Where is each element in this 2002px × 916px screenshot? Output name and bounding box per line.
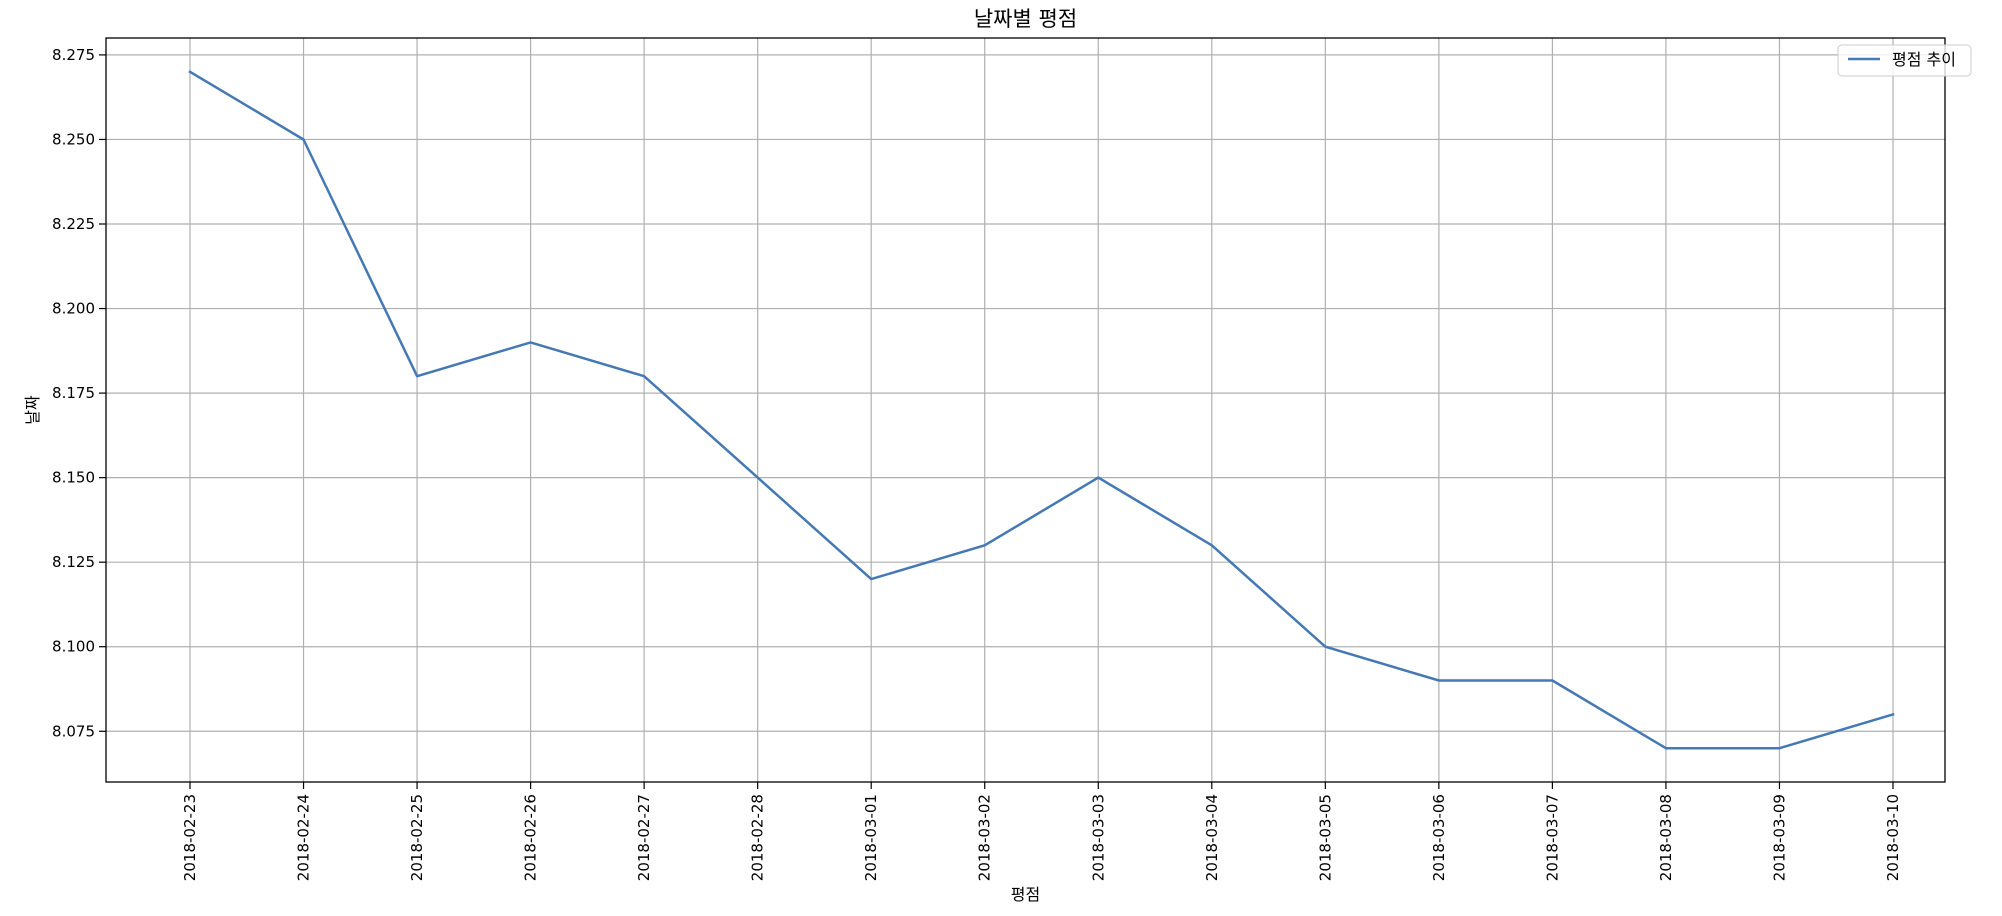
x-tick-label: 2018-02-23 [181,794,199,881]
legend-box [1837,44,1972,77]
data-point [1892,714,1893,715]
series-line [188,70,1895,750]
chart-title: 날짜별 평점 [974,7,1077,31]
data-point [530,342,531,343]
x-tick-label: 2018-02-27 [635,794,653,881]
data-point [1438,680,1439,681]
x-tick-label: 2018-03-05 [1316,794,1334,881]
x-tick-label: 2018-03-04 [1203,794,1221,881]
x-tick-label: 2018-02-25 [408,794,426,881]
x-tick-label: 2018-02-24 [295,794,313,881]
x-tick-label: 2018-03-10 [1884,794,1902,881]
data-point [303,139,304,140]
data-point [1665,748,1666,749]
y-tick-label: 8.275 [52,46,95,64]
legend: 평점 추이 [1837,44,1972,77]
data-point [644,376,645,377]
x-tick-label: 2018-03-02 [976,794,994,881]
grid-layer [106,38,1945,782]
data-point [984,545,985,546]
data-point [871,578,872,579]
x-tick-label: 2018-03-08 [1657,794,1675,881]
legend-label: 평점 추이 [1892,50,1956,69]
y-tick-label: 8.250 [52,130,95,148]
data-point [1098,477,1099,478]
x-tick-label: 2018-03-07 [1543,794,1561,881]
x-tick-label: 2018-02-28 [749,794,767,881]
y-tick-label: 8.100 [52,638,95,656]
data-point [757,477,758,478]
x-tick-label: 2018-03-09 [1770,794,1788,881]
data-point [189,71,190,72]
x-tick-label: 2018-03-01 [862,794,880,881]
y-axis-label: 날짜 [23,395,42,425]
series-layer [188,70,1895,750]
x-axis-label: 평점 [1011,885,1040,904]
x-tick-label: 2018-02-26 [522,794,540,881]
data-point [1779,748,1780,749]
x-tick-label: 2018-03-06 [1430,794,1448,881]
y-tick-label: 8.225 [52,215,95,233]
tick-layer: 2018-02-23 2018-02-24 2018-02-25 2018-02-26… [52,46,1902,881]
data-point [1211,545,1212,546]
y-tick-label: 8.075 [52,722,95,740]
y-tick-label: 8.200 [52,300,95,318]
y-tick-label: 8.125 [52,553,95,571]
data-point [1325,646,1326,647]
plot-frame [105,37,1946,783]
data-point [1552,680,1553,681]
y-tick-label: 8.150 [52,469,95,487]
data-point [416,376,417,377]
x-tick-label: 2018-03-03 [1089,794,1107,881]
y-tick-label: 8.175 [52,384,95,402]
